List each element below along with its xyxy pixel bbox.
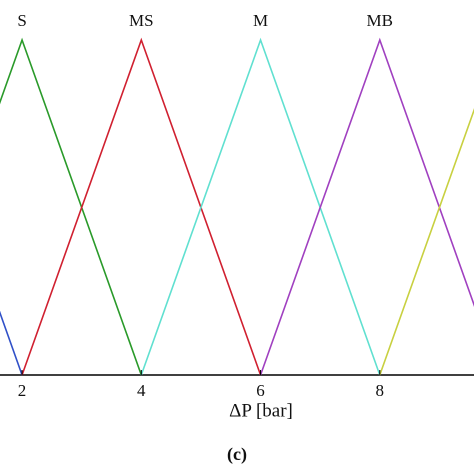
series-line (0, 310, 23, 376)
series-label: M (253, 11, 268, 30)
x-tick-label: 6 (256, 381, 265, 400)
series-label: MB (367, 11, 393, 30)
series-line (140, 37, 381, 376)
series-label: MS (129, 11, 154, 30)
x-tick-label: 8 (376, 381, 385, 400)
series-line (259, 37, 474, 376)
x-tick-label: 4 (137, 381, 146, 400)
series-line (379, 107, 474, 376)
series-line (0, 37, 143, 376)
x-tick-label: 2 (18, 381, 27, 400)
series-line (21, 37, 262, 376)
series-label: S (17, 11, 26, 30)
x-axis-label: ΔP [bar] (229, 400, 293, 421)
plot-area (0, 37, 474, 376)
caption: (c) (227, 444, 247, 465)
